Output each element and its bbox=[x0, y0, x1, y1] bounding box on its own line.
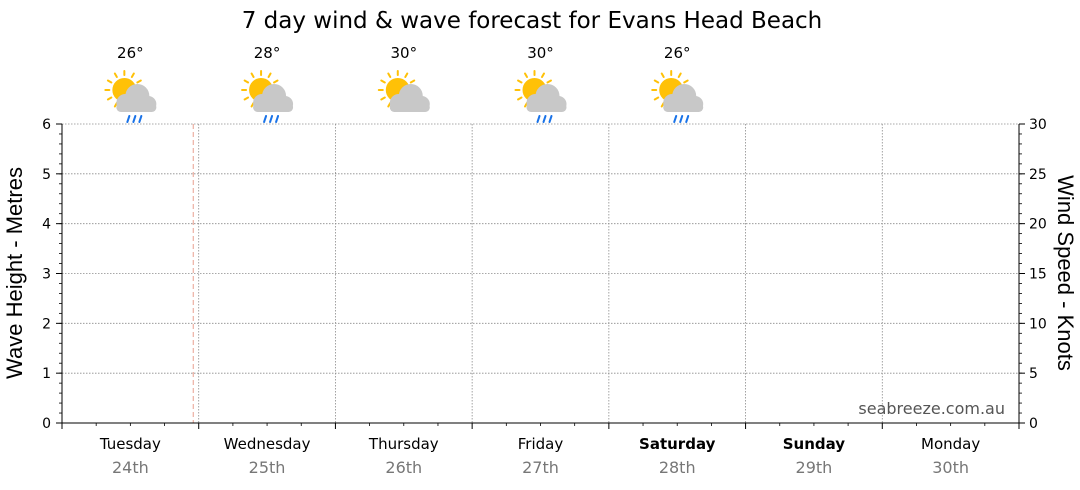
left-tick-label: 5 bbox=[42, 167, 51, 183]
axes: 0 1 2 3 4 5 6 0 5 10 15 20 25 30 bbox=[42, 117, 1047, 432]
sun-cloud-rain-icon: 26° bbox=[651, 44, 704, 123]
left-tick-label: 6 bbox=[42, 117, 51, 133]
cloud-base bbox=[526, 103, 567, 112]
sun-ray bbox=[380, 96, 386, 101]
sun-cloud-rain-icon: 26° bbox=[104, 44, 157, 123]
date-label: 28th bbox=[659, 458, 696, 477]
rain-drop bbox=[269, 115, 274, 123]
sun-ray bbox=[130, 72, 135, 79]
day-label: Wednesday bbox=[224, 435, 311, 453]
cloud-base bbox=[116, 103, 157, 112]
rain-drop bbox=[275, 115, 280, 123]
sun-ray bbox=[653, 96, 660, 101]
sun-cloud-rain-icon: 28° bbox=[241, 44, 294, 123]
temperature-label: 28° bbox=[254, 44, 281, 62]
right-tick-label: 10 bbox=[1029, 316, 1047, 332]
rain-drop bbox=[548, 115, 553, 123]
sun-ray bbox=[387, 72, 392, 79]
day-label: Tuesday bbox=[99, 435, 161, 453]
left-tick-label: 3 bbox=[42, 267, 51, 283]
sun-ray bbox=[546, 79, 552, 84]
day-label: Sunday bbox=[783, 435, 846, 453]
sun-ray bbox=[113, 72, 118, 79]
weather-row: 26° 28° 30° 30° 26° bbox=[104, 44, 704, 123]
right-tick-label: 30 bbox=[1029, 117, 1047, 133]
right-tick-label: 20 bbox=[1029, 217, 1047, 233]
sun-ray bbox=[683, 79, 689, 84]
temperature-label: 30° bbox=[527, 44, 554, 62]
sun-ray bbox=[517, 79, 523, 84]
sun-cloud-icon: 30° bbox=[377, 44, 430, 112]
sun-ray bbox=[660, 72, 665, 79]
cloud-base bbox=[389, 103, 430, 112]
sun-ray bbox=[106, 79, 113, 84]
left-tick-label: 0 bbox=[42, 416, 51, 432]
right-axis-title: Wind Speed - Knots bbox=[1053, 175, 1078, 371]
date-label: 24th bbox=[112, 458, 149, 477]
watermark: seabreeze.com.au bbox=[858, 399, 1005, 418]
temperature-label: 26° bbox=[117, 44, 144, 62]
day-label: Monday bbox=[921, 435, 980, 453]
temperature-label: 30° bbox=[390, 44, 417, 62]
date-label: 30th bbox=[932, 458, 969, 477]
day-label: Thursday bbox=[368, 435, 439, 453]
date-label: 27th bbox=[522, 458, 559, 477]
sun-ray bbox=[106, 96, 113, 101]
rain-drop bbox=[685, 115, 690, 123]
date-label: 29th bbox=[796, 458, 833, 477]
right-tick-label: 0 bbox=[1029, 416, 1038, 432]
cloud-base bbox=[253, 103, 294, 112]
rain-drop bbox=[536, 115, 541, 123]
rain-drop bbox=[138, 115, 143, 123]
date-label: 26th bbox=[385, 458, 422, 477]
rain-drop bbox=[132, 115, 137, 123]
sun-ray bbox=[380, 79, 386, 84]
sun-ray bbox=[136, 79, 142, 84]
date-label: 25th bbox=[249, 458, 286, 477]
sun-ray bbox=[409, 79, 416, 84]
sun-ray bbox=[267, 72, 272, 79]
sun-ray bbox=[541, 72, 545, 79]
sun-ray bbox=[524, 72, 528, 79]
sun-ray bbox=[250, 72, 255, 79]
left-axis-title: Wave Height - Metres bbox=[2, 167, 27, 379]
sun-ray bbox=[517, 96, 523, 101]
right-tick-label: 5 bbox=[1029, 366, 1038, 382]
temperature-label: 26° bbox=[664, 44, 691, 62]
left-tick-label: 2 bbox=[42, 316, 51, 332]
rain-drop bbox=[673, 115, 678, 123]
rain-drop bbox=[679, 115, 684, 123]
sun-ray bbox=[404, 72, 409, 79]
rain-drop bbox=[263, 115, 268, 123]
grid-lines bbox=[62, 123, 1019, 423]
rain-drop bbox=[126, 115, 131, 123]
sun-ray bbox=[677, 72, 682, 79]
sun-ray bbox=[653, 79, 660, 84]
rain-drop bbox=[542, 115, 547, 123]
chart-title: 7 day wind & wave forecast for Evans Hea… bbox=[242, 8, 823, 34]
sun-ray bbox=[273, 79, 279, 84]
right-tick-label: 25 bbox=[1029, 167, 1047, 183]
left-tick-label: 1 bbox=[42, 366, 51, 382]
day-labels: Tuesday 24th Wednesday 25th Thursday 26th Frid… bbox=[99, 435, 981, 477]
left-tick-label: 4 bbox=[42, 217, 51, 233]
sun-ray bbox=[243, 79, 250, 84]
cloud-base bbox=[663, 103, 704, 112]
day-label: Saturday bbox=[639, 435, 716, 453]
right-tick-label: 15 bbox=[1029, 267, 1047, 283]
sun-cloud-rain-icon: 30° bbox=[514, 44, 567, 123]
sun-ray bbox=[243, 96, 250, 101]
day-label: Friday bbox=[518, 435, 564, 453]
